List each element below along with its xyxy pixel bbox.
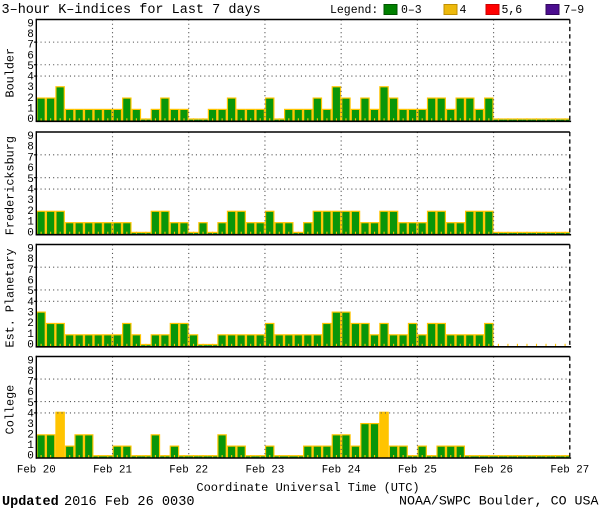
svg-text:Feb 26: Feb 26: [474, 464, 513, 476]
svg-text:3: 3: [27, 195, 34, 207]
svg-text:Coordinate Universal Time (UTC: Coordinate Universal Time (UTC): [196, 481, 419, 495]
svg-text:1: 1: [27, 329, 34, 341]
svg-text:6: 6: [27, 275, 34, 287]
svg-text:2016 Feb 26 0030: 2016 Feb 26 0030: [64, 495, 195, 510]
svg-text:Legend:: Legend:: [330, 4, 378, 17]
svg-text:7: 7: [27, 40, 34, 52]
svg-text:9: 9: [27, 18, 34, 30]
svg-text:Boulder: Boulder: [3, 48, 17, 98]
svg-text:3: 3: [27, 419, 34, 431]
svg-text:Feb 27: Feb 27: [550, 464, 589, 476]
svg-text:8: 8: [27, 366, 34, 378]
svg-text:1: 1: [27, 440, 34, 452]
svg-text:9: 9: [27, 243, 34, 255]
svg-text:Feb 25: Feb 25: [398, 464, 437, 476]
svg-text:4: 4: [27, 72, 34, 84]
svg-text:5,6: 5,6: [502, 4, 523, 17]
svg-text:0: 0: [27, 114, 34, 126]
svg-text:NOAA/SWPC Boulder, CO USA: NOAA/SWPC Boulder, CO USA: [399, 494, 599, 509]
svg-text:Est. Planetary: Est. Planetary: [3, 248, 17, 347]
svg-text:6: 6: [27, 387, 34, 399]
svg-text:Feb 23: Feb 23: [245, 464, 284, 476]
svg-text:Feb 21: Feb 21: [93, 464, 132, 476]
svg-text:Feb 20: Feb 20: [17, 464, 56, 476]
svg-text:1: 1: [27, 217, 34, 229]
svg-text:6: 6: [27, 163, 34, 175]
svg-text:College: College: [3, 385, 17, 435]
svg-text:Feb 24: Feb 24: [322, 464, 361, 476]
svg-text:7–9: 7–9: [564, 4, 585, 17]
svg-text:0: 0: [27, 340, 34, 352]
svg-text:5: 5: [27, 398, 34, 410]
svg-text:4: 4: [460, 4, 467, 17]
svg-text:3: 3: [27, 82, 34, 94]
svg-text:7: 7: [27, 377, 34, 389]
svg-text:2: 2: [27, 430, 34, 442]
svg-text:Feb 22: Feb 22: [169, 464, 208, 476]
svg-text:4: 4: [27, 185, 34, 197]
svg-text:Fredericksburg: Fredericksburg: [3, 136, 17, 235]
svg-text:3: 3: [27, 307, 34, 319]
svg-text:5: 5: [27, 174, 34, 186]
svg-text:3–hour K–indices for Last 7 da: 3–hour K–indices for Last 7 days: [2, 3, 261, 18]
svg-text:1: 1: [27, 103, 34, 115]
svg-text:4: 4: [27, 408, 34, 420]
svg-text:6: 6: [27, 50, 34, 62]
svg-text:2: 2: [27, 318, 34, 330]
svg-text:Updated: Updated: [2, 495, 59, 510]
svg-text:8: 8: [27, 254, 34, 266]
svg-text:7: 7: [27, 265, 34, 277]
svg-text:9: 9: [27, 131, 34, 143]
svg-text:5: 5: [27, 61, 34, 73]
svg-text:7: 7: [27, 152, 34, 164]
svg-text:9: 9: [27, 355, 34, 367]
svg-text:5: 5: [27, 286, 34, 298]
svg-text:2: 2: [27, 206, 34, 218]
svg-text:2: 2: [27, 93, 34, 105]
svg-text:8: 8: [27, 29, 34, 41]
svg-text:0: 0: [27, 227, 34, 239]
svg-text:0: 0: [27, 451, 34, 463]
svg-text:8: 8: [27, 142, 34, 154]
svg-text:4: 4: [27, 297, 34, 309]
svg-text:0–3: 0–3: [401, 4, 422, 17]
